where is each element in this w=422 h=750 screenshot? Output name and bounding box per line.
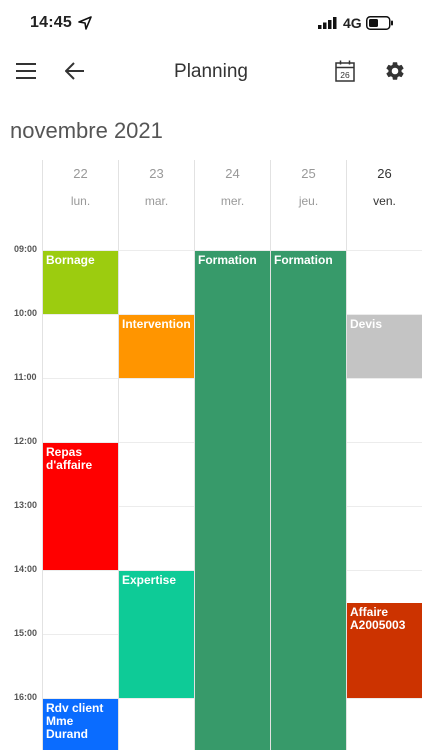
day-divider — [118, 250, 119, 750]
hour-label: 12:00 — [14, 436, 38, 446]
event-title: Rdv client Mme Durand — [46, 701, 104, 741]
hour-label: 09:00 — [14, 244, 38, 254]
hour-label: 16:00 — [14, 692, 38, 702]
week-header: 22 lun. 23 mar. 24 mer. 25 jeu. 26 ven. — [42, 160, 422, 250]
network-type: 4G — [343, 15, 362, 31]
day-header-thu[interactable]: 25 jeu. — [270, 160, 346, 250]
day-header-wed[interactable]: 24 mer. — [194, 160, 270, 250]
event-block[interactable]: Expertise — [119, 571, 194, 698]
hamburger-icon — [16, 63, 36, 79]
settings-button[interactable] — [380, 56, 410, 86]
event-title: Intervention — [122, 317, 191, 331]
hour-label: 13:00 — [14, 500, 38, 510]
day-name: mar. — [144, 194, 169, 208]
event-title: Repas d'affaire — [46, 445, 93, 472]
hour-label: 14:00 — [14, 564, 38, 574]
event-title: Devis — [350, 317, 383, 331]
hour-gridline — [42, 250, 422, 251]
event-block[interactable]: Rdv client Mme Durand — [43, 699, 118, 750]
day-divider — [346, 250, 347, 750]
event-block[interactable]: Bornage — [43, 251, 118, 314]
hour-label: 11:00 — [14, 372, 37, 382]
hour-label: 15:00 — [14, 628, 38, 638]
day-number: 24 — [225, 166, 240, 181]
back-button[interactable] — [60, 56, 90, 86]
month-label: novembre 2021 — [10, 118, 163, 143]
time-grid[interactable]: 09:00 10:00 11:00 12:00 13:00 14:00 15:0… — [0, 244, 422, 750]
battery-icon — [366, 16, 393, 30]
day-header-tue[interactable]: 23 mar. — [118, 160, 194, 250]
day-header-fri[interactable]: 26 ven. — [346, 160, 422, 250]
day-divider — [194, 250, 195, 750]
event-title: Expertise — [122, 573, 177, 587]
event-title: Formation — [198, 253, 257, 267]
event-title: Formation — [274, 253, 333, 267]
day-name: mer. — [220, 194, 245, 208]
day-divider — [42, 250, 43, 750]
day-divider — [270, 250, 271, 750]
calendar-icon-day: 26 — [340, 70, 350, 80]
event-block[interactable]: Affaire A2005003 — [347, 603, 422, 698]
day-number: 25 — [301, 166, 316, 181]
event-title: Affaire A2005003 — [350, 605, 406, 632]
event-title: Bornage — [46, 253, 95, 267]
arrow-left-icon — [65, 62, 84, 80]
hour-label: 10:00 — [14, 308, 38, 318]
day-name: lun. — [70, 194, 91, 208]
gear-icon — [386, 62, 404, 80]
day-header-mon[interactable]: 22 lun. — [42, 160, 118, 250]
calendar-icon: 26 — [335, 60, 355, 82]
event-block[interactable]: Intervention — [119, 315, 194, 378]
signal-icon — [318, 17, 337, 29]
day-name: jeu. — [298, 194, 319, 208]
day-number: 22 — [73, 166, 88, 181]
today-button[interactable]: 26 — [330, 56, 360, 86]
event-block[interactable]: Repas d'affaire — [43, 443, 118, 570]
event-block[interactable]: Formation — [271, 251, 346, 750]
menu-button[interactable] — [11, 56, 41, 86]
event-block[interactable]: Devis — [347, 315, 422, 378]
event-block[interactable]: Formation — [195, 251, 270, 750]
day-name: ven. — [373, 194, 396, 208]
status-time: 14:45 — [30, 14, 72, 31]
day-number: 23 — [149, 166, 164, 181]
location-arrow-icon — [78, 16, 92, 30]
page-title: Planning — [174, 61, 248, 82]
nav-bar: Planning 26 — [0, 46, 422, 96]
day-number: 26 — [377, 166, 392, 181]
status-bar: 14:45 4G — [0, 0, 422, 46]
